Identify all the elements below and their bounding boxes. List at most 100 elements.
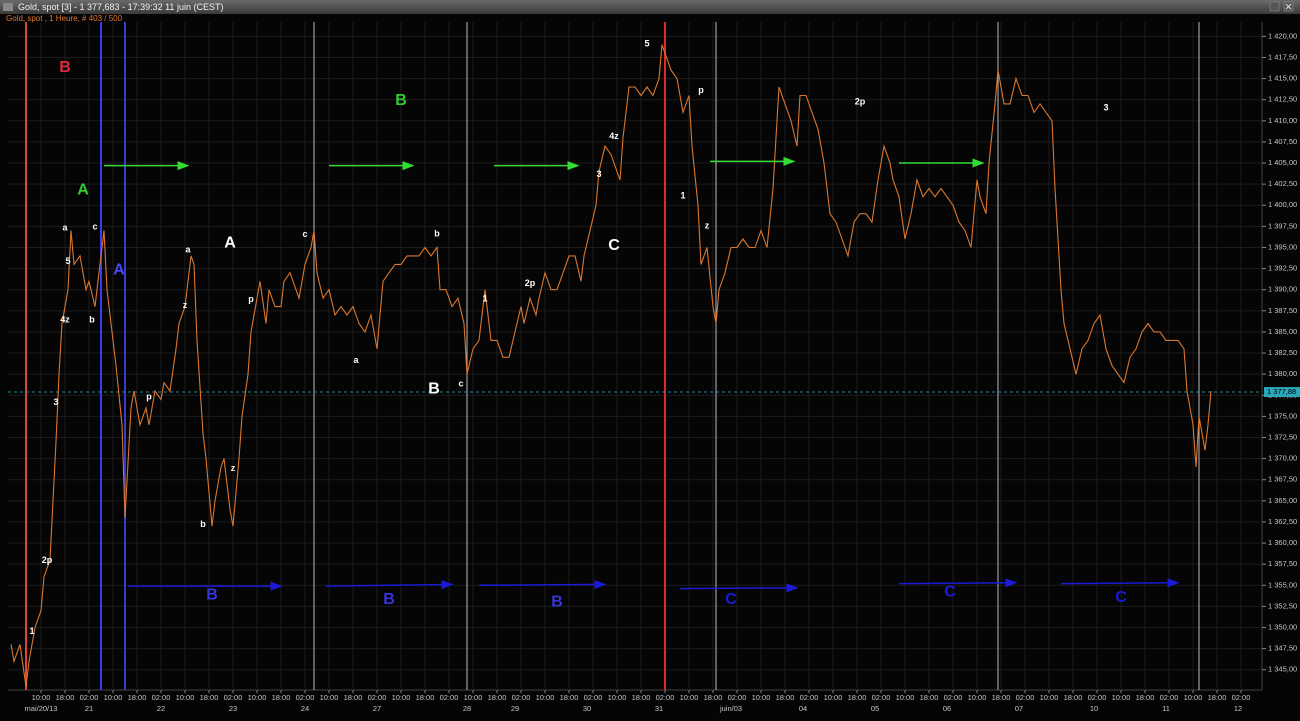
annotation: C bbox=[1115, 589, 1127, 606]
date-tick-label: 29 bbox=[511, 704, 519, 713]
annotation: A bbox=[113, 262, 125, 279]
x-tick-label: 10:00 bbox=[680, 693, 699, 702]
y-tick-label: 1 365,00 bbox=[1268, 496, 1297, 505]
x-tick-label: 10:00 bbox=[608, 693, 627, 702]
annotation: c bbox=[458, 379, 463, 389]
chart-subtitle: Gold, spot , 1 Heure, # 403 / 500 bbox=[6, 14, 123, 23]
y-tick-label: 1 405,00 bbox=[1268, 158, 1297, 167]
y-tick-label: 1 362,50 bbox=[1268, 517, 1297, 526]
y-tick-label: 1 355,00 bbox=[1268, 580, 1297, 589]
y-tick-label: 1 390,00 bbox=[1268, 285, 1297, 294]
current-price-label: 1 377,88 bbox=[1267, 387, 1296, 396]
date-tick-label: 10 bbox=[1090, 704, 1098, 713]
y-tick-label: 1 347,50 bbox=[1268, 644, 1297, 653]
annotation: b bbox=[89, 314, 95, 324]
y-tick-label: 1 412,50 bbox=[1268, 95, 1297, 104]
y-tick-label: 1 417,50 bbox=[1268, 52, 1297, 61]
x-tick-label: 18:00 bbox=[560, 693, 579, 702]
x-tick-label: 10:00 bbox=[1112, 693, 1131, 702]
x-tick-label: 18:00 bbox=[344, 693, 363, 702]
annotation: z bbox=[231, 463, 236, 473]
annotation: a bbox=[62, 222, 68, 232]
annotation: 3 bbox=[53, 397, 58, 407]
restore-button[interactable] bbox=[1269, 1, 1280, 12]
date-tick-label: 23 bbox=[229, 704, 237, 713]
arrow bbox=[679, 583, 799, 593]
annotation: 4z bbox=[60, 314, 70, 324]
y-tick-label: 1 352,50 bbox=[1268, 601, 1297, 610]
x-tick-label: 02:00 bbox=[584, 693, 603, 702]
y-tick-label: 1 360,00 bbox=[1268, 538, 1297, 547]
x-tick-label: 02:00 bbox=[1232, 693, 1251, 702]
x-tick-label: 18:00 bbox=[848, 693, 867, 702]
annotation: 3 bbox=[1103, 103, 1108, 113]
y-tick-label: 1 395,00 bbox=[1268, 242, 1297, 251]
date-tick-label: juin/03 bbox=[719, 704, 742, 713]
x-tick-label: 10:00 bbox=[824, 693, 843, 702]
annotation: 2p bbox=[42, 555, 53, 565]
x-tick-label: 18:00 bbox=[56, 693, 75, 702]
arrow bbox=[325, 580, 454, 590]
x-tick-label: 02:00 bbox=[872, 693, 891, 702]
window-icon bbox=[3, 3, 13, 11]
x-tick-label: 02:00 bbox=[944, 693, 963, 702]
current-price-box bbox=[1264, 387, 1300, 398]
y-tick-label: 1 400,00 bbox=[1268, 200, 1297, 209]
x-tick-label: 02:00 bbox=[224, 693, 243, 702]
x-tick-label: 10:00 bbox=[752, 693, 771, 702]
x-tick-label: 18:00 bbox=[416, 693, 435, 702]
x-tick-label: 02:00 bbox=[368, 693, 387, 702]
y-tick-label: 1 420,00 bbox=[1268, 31, 1297, 40]
annotation: B bbox=[206, 587, 218, 604]
arrow bbox=[478, 580, 607, 590]
annotation: A bbox=[77, 181, 89, 198]
x-tick-label: 10:00 bbox=[392, 693, 411, 702]
x-tick-label: 18:00 bbox=[272, 693, 291, 702]
annotation: 1 bbox=[29, 626, 34, 636]
x-tick-label: 02:00 bbox=[512, 693, 531, 702]
date-tick-label: mai/20/13 bbox=[25, 704, 58, 713]
x-tick-label: 10:00 bbox=[536, 693, 555, 702]
x-tick-label: 02:00 bbox=[1016, 693, 1035, 702]
y-tick-label: 1 375,00 bbox=[1268, 411, 1297, 420]
annotation: a bbox=[185, 244, 191, 254]
annotation: B bbox=[59, 59, 71, 76]
y-tick-label: 1 402,50 bbox=[1268, 179, 1297, 188]
x-tick-label: 02:00 bbox=[800, 693, 819, 702]
x-tick-label: 18:00 bbox=[200, 693, 219, 702]
y-tick-label: 1 382,50 bbox=[1268, 348, 1297, 357]
annotation: a bbox=[353, 355, 359, 365]
y-tick-label: 1 392,50 bbox=[1268, 264, 1297, 273]
arrow bbox=[1060, 578, 1180, 588]
y-tick-label: 1 385,00 bbox=[1268, 327, 1297, 336]
y-tick-label: 1 357,50 bbox=[1268, 559, 1297, 568]
y-tick-label: 1 350,00 bbox=[1268, 622, 1297, 631]
close-icon bbox=[1285, 3, 1292, 10]
y-tick-label: 1 345,00 bbox=[1268, 665, 1297, 674]
annotation: p bbox=[146, 391, 152, 401]
y-tick-label: 1 410,00 bbox=[1268, 116, 1297, 125]
annotation: 1 bbox=[482, 293, 487, 303]
annotation: 3 bbox=[596, 169, 601, 179]
x-tick-label: 18:00 bbox=[488, 693, 507, 702]
annotation: c bbox=[92, 222, 97, 232]
date-tick-label: 04 bbox=[799, 704, 807, 713]
annotation: 2p bbox=[855, 97, 866, 107]
price-line bbox=[10, 44, 1212, 687]
x-tick-label: 10:00 bbox=[248, 693, 267, 702]
date-tick-label: 06 bbox=[943, 704, 951, 713]
x-tick-label: 10:00 bbox=[1184, 693, 1203, 702]
annotation: z bbox=[183, 300, 188, 310]
y-tick-label: 1 380,00 bbox=[1268, 369, 1297, 378]
y-tick-label: 1 367,50 bbox=[1268, 475, 1297, 484]
annotation: B bbox=[551, 593, 563, 610]
title-bar bbox=[0, 0, 1300, 14]
date-tick-label: 21 bbox=[85, 704, 93, 713]
date-tick-label: 05 bbox=[871, 704, 879, 713]
y-tick-label: 1 415,00 bbox=[1268, 74, 1297, 83]
annotation: 1 bbox=[680, 190, 685, 200]
y-tick-label: 1 407,50 bbox=[1268, 137, 1297, 146]
date-tick-label: 28 bbox=[463, 704, 471, 713]
x-tick-label: 02:00 bbox=[728, 693, 747, 702]
